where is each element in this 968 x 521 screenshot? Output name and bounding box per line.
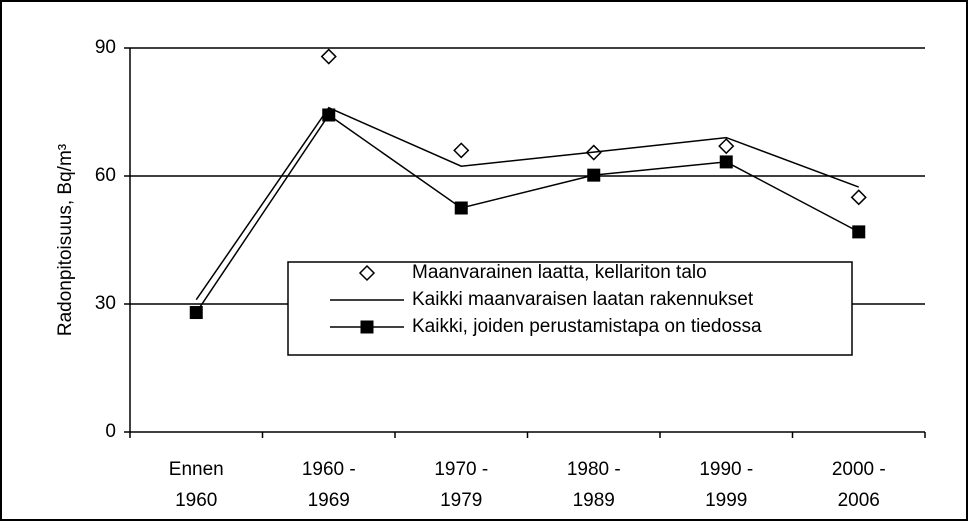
y-tick-label: 30 [95, 293, 116, 314]
x-tick-label-line: 1980 - [567, 459, 621, 480]
x-tick-label-line: 2000 - [832, 459, 886, 480]
x-tick-label: Ennen 1960 [169, 459, 224, 511]
legend-diamond [358, 264, 376, 282]
square-marker [719, 155, 733, 169]
x-tick-label-line: 1990 - [699, 459, 753, 480]
x-tick-label-line: 1999 [705, 490, 747, 511]
square-marker [852, 225, 866, 239]
legend-label: Kaikki maanvaraisen laatan rakennukset [412, 289, 754, 310]
legend-label: Maanvarainen laatta, kellariton talo [412, 262, 707, 283]
x-tick-label-line: 1989 [573, 490, 615, 511]
diamond-marker [320, 48, 337, 65]
y-tick-label: 90 [95, 37, 116, 58]
x-tick-label-line: 2006 [838, 490, 880, 511]
legend-label: Kaikki, joiden perustamistapa on tiedoss… [412, 316, 762, 337]
y-tick-label: 0 [105, 421, 116, 442]
x-tick-label: 1990 - 1999 [699, 459, 753, 511]
x-tick-label-line: 1960 [175, 490, 217, 511]
x-tick-label-line: 1960 - [302, 459, 356, 480]
legend-box [287, 261, 853, 356]
legend-square [360, 320, 374, 334]
diamond-marker [718, 138, 735, 155]
x-tick-label-line: 1979 [440, 490, 482, 511]
square-marker [322, 108, 336, 122]
legend: Maanvarainen laatta, kellariton talo Kaik… [287, 261, 853, 356]
x-tick-label-line: Ennen [169, 459, 224, 480]
x-tick-label: 1980 - 1989 [567, 459, 621, 511]
series-line [195, 113, 860, 313]
x-tick-label: 1970 - 1979 [434, 459, 488, 511]
diamond-marker [850, 189, 867, 206]
square-marker [454, 201, 468, 215]
y-tick-label: 60 [95, 165, 116, 186]
square-marker [587, 168, 601, 182]
square-marker [189, 306, 203, 320]
series-line [195, 106, 860, 301]
y-axis-label: Radonpitoisuus, Bq/m³ [55, 144, 76, 336]
x-tick-label-line: 1969 [308, 490, 350, 511]
x-tick-label-line: 1970 - [434, 459, 488, 480]
x-tick-label: 1960 - 1969 [302, 459, 356, 511]
diamond-marker [453, 142, 470, 159]
x-tick-label: 2000 - 2006 [832, 459, 886, 511]
